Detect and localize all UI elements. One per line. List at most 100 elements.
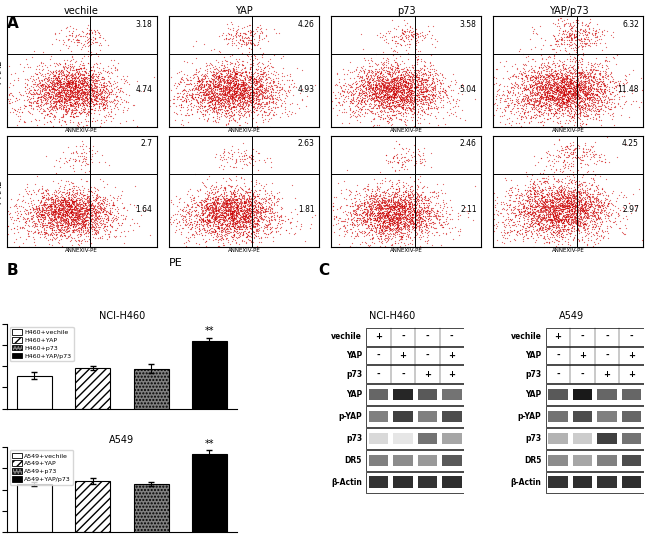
Point: [547, 212, 558, 221]
Point: [558, 87, 569, 96]
Point: [370, 190, 381, 199]
Point: [502, 201, 513, 210]
Point: [540, 78, 551, 86]
Point: [230, 236, 240, 245]
Point: [363, 67, 373, 76]
Point: [567, 34, 577, 43]
Point: [554, 94, 564, 103]
Point: [53, 199, 64, 207]
Point: [399, 66, 410, 75]
Point: [364, 192, 374, 201]
Point: [398, 75, 408, 84]
Point: [43, 87, 53, 96]
Point: [96, 59, 106, 67]
Point: [206, 202, 216, 211]
Point: [575, 105, 586, 114]
Point: [488, 111, 499, 119]
Point: [202, 108, 213, 117]
Point: [523, 207, 534, 216]
Point: [226, 85, 236, 94]
Point: [538, 213, 549, 222]
Point: [263, 201, 274, 210]
Point: [418, 87, 428, 96]
Point: [265, 193, 275, 202]
Point: [562, 101, 572, 110]
Point: [393, 205, 404, 214]
Point: [403, 85, 413, 93]
Point: [397, 204, 408, 212]
Point: [448, 89, 458, 98]
Point: [79, 88, 89, 97]
Point: [572, 35, 582, 43]
Point: [568, 21, 578, 29]
Point: [470, 94, 480, 103]
Point: [232, 203, 242, 211]
Point: [79, 215, 89, 224]
Point: [381, 83, 391, 91]
Point: [200, 212, 211, 221]
Point: [42, 74, 53, 83]
Point: [216, 65, 226, 74]
Point: [252, 85, 262, 93]
Point: [408, 104, 419, 112]
Point: [259, 64, 270, 72]
Point: [405, 202, 415, 211]
Point: [410, 209, 420, 218]
Point: [591, 113, 601, 122]
Point: [348, 194, 359, 203]
Point: [511, 107, 521, 116]
Point: [398, 188, 408, 197]
Point: [237, 218, 248, 226]
Point: [37, 207, 47, 216]
Point: [25, 71, 36, 80]
Point: [246, 78, 256, 87]
Point: [48, 209, 58, 217]
Point: [204, 97, 214, 105]
Point: [64, 81, 74, 90]
Point: [395, 88, 405, 97]
Point: [524, 199, 534, 207]
Point: [374, 222, 385, 231]
Point: [230, 80, 240, 89]
Point: [38, 188, 48, 197]
Point: [540, 203, 550, 211]
Point: [82, 90, 92, 99]
Point: [389, 74, 400, 83]
Point: [64, 30, 74, 39]
Point: [399, 91, 410, 99]
Point: [246, 98, 256, 107]
Point: [226, 103, 236, 112]
Point: [404, 92, 414, 101]
Point: [229, 74, 239, 83]
Point: [225, 175, 235, 184]
Point: [575, 218, 585, 227]
Point: [32, 210, 43, 219]
Point: [395, 199, 405, 207]
Point: [545, 84, 555, 93]
Point: [229, 67, 239, 75]
Point: [371, 198, 382, 206]
Point: [505, 79, 515, 88]
Point: [229, 102, 239, 110]
Point: [55, 197, 65, 206]
Point: [372, 94, 383, 103]
Point: [404, 68, 414, 77]
Point: [402, 94, 413, 103]
Point: [247, 216, 257, 225]
Point: [54, 116, 64, 125]
Point: [60, 89, 71, 97]
Point: [517, 237, 528, 246]
Point: [36, 210, 46, 219]
Point: [565, 88, 575, 97]
Point: [255, 207, 265, 216]
Point: [32, 186, 43, 195]
Point: [220, 95, 231, 104]
Point: [380, 94, 390, 103]
Point: [556, 122, 567, 131]
Point: [246, 93, 256, 102]
Point: [66, 200, 76, 209]
Point: [196, 217, 206, 226]
Point: [86, 219, 97, 228]
Point: [554, 109, 565, 117]
Point: [560, 144, 571, 153]
